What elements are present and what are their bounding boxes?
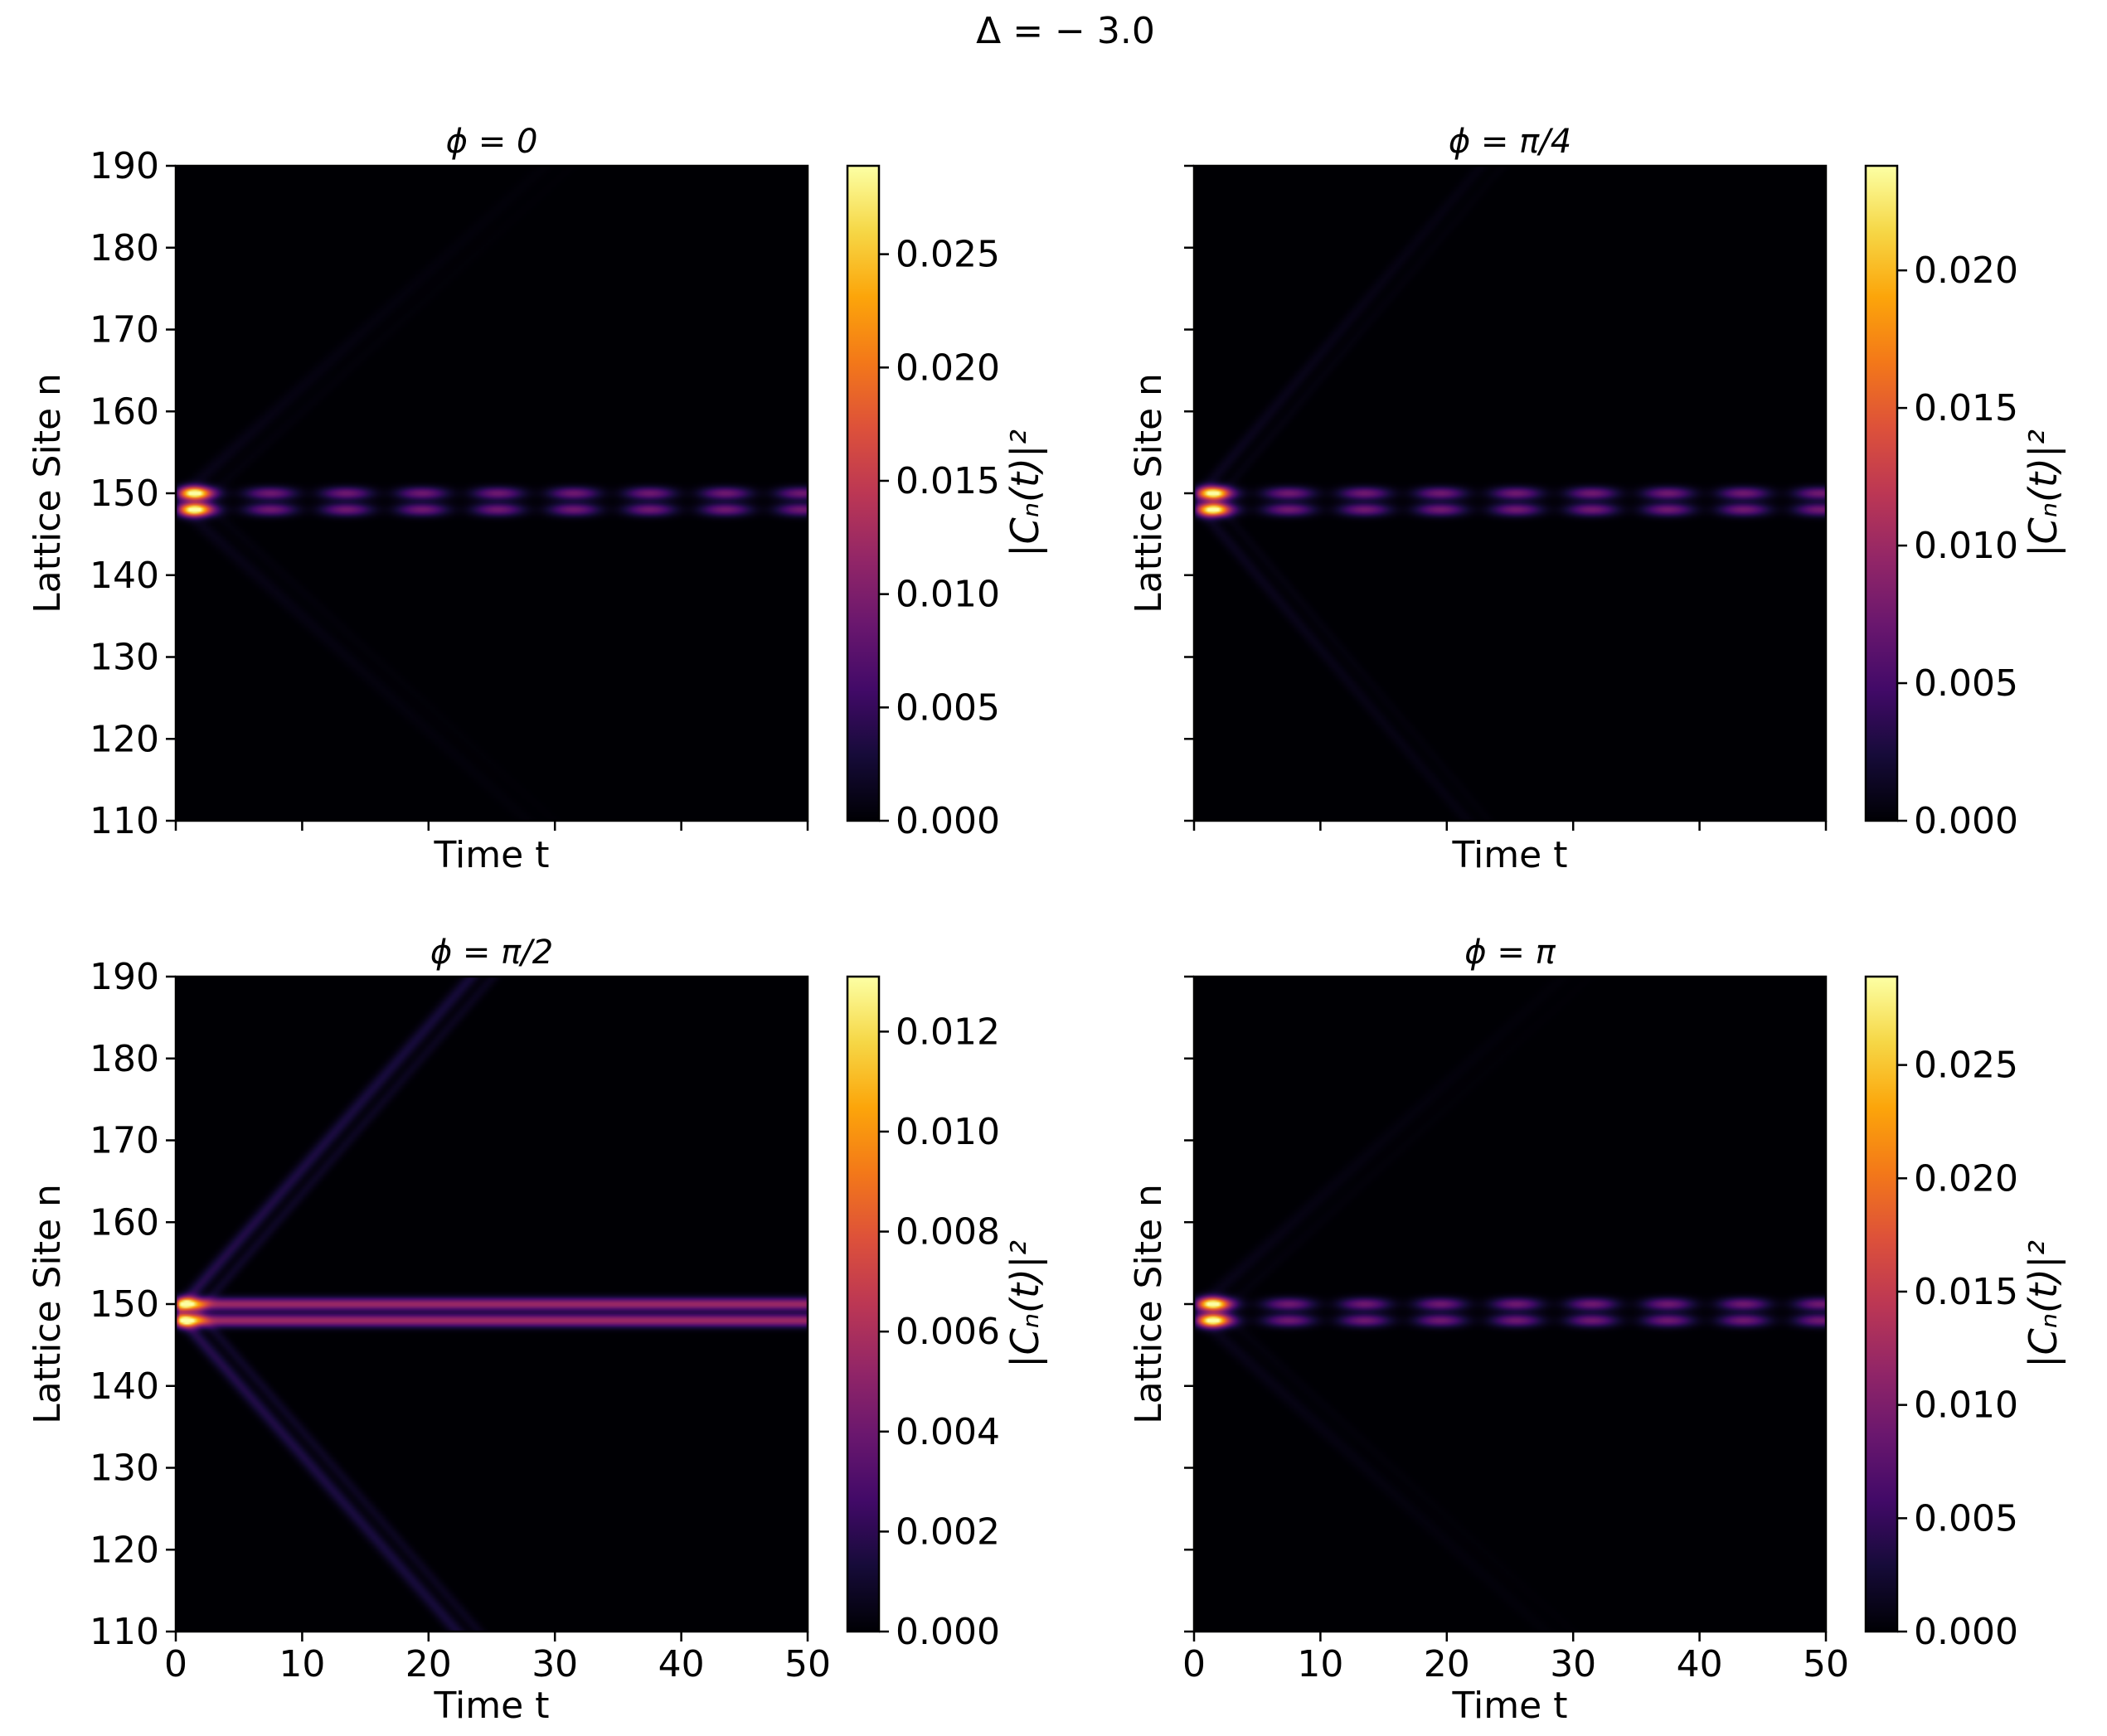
- x-tick-label: 20: [1424, 1643, 1470, 1685]
- colorbar-tick-label: 0.005: [1914, 1497, 2018, 1540]
- colorbar-tick-label: 0.012: [896, 1011, 1000, 1053]
- heatmap-image: [1194, 977, 1826, 1632]
- colorbar-label: |Cₙ(t)|²: [1003, 429, 1048, 557]
- colorbar-label: |Cₙ(t)|²: [2021, 1240, 2066, 1368]
- y-tick-label: 110: [90, 1611, 159, 1653]
- panel-title: ϕ = π/4: [1449, 123, 1571, 161]
- colorbar-tick-label: 0.000: [1914, 1611, 2018, 1653]
- colorbar: 0.000 0.005 0.010 0.015 0.020 0.025 |Cₙ(t)|²: [846, 164, 1048, 842]
- y-tick-label: 120: [90, 718, 159, 760]
- colorbar-tick-label: 0.010: [1914, 525, 2018, 567]
- x-axis-label: Time t: [434, 834, 550, 876]
- colorbar: 0.000 0.002 0.004 0.006 0.008 0.010 0.012 |Cₙ(t…: [846, 975, 1048, 1653]
- heatmap-panel-3: ϕ = π/2 0 10 20 30 40 50 Time t 110 120 130 140 150 1…: [27, 933, 1048, 1727]
- colorbar-tick-label: 0.010: [896, 574, 1000, 616]
- heatmap-image: [176, 166, 808, 821]
- y-tick-label: 110: [90, 800, 159, 842]
- x-tick-label: 30: [1550, 1643, 1596, 1685]
- x-tick-label: 0: [1182, 1643, 1206, 1685]
- colorbar-tick-label: 0.002: [896, 1511, 1000, 1553]
- y-tick-label: 120: [90, 1529, 159, 1571]
- colorbar: 0.000 0.005 0.010 0.015 0.020 |Cₙ(t)|²: [1864, 164, 2066, 842]
- colorbar-tick-label: 0.025: [1914, 1045, 2018, 1087]
- x-axis-label: Time t: [1452, 834, 1568, 876]
- y-tick-label: 180: [90, 227, 159, 269]
- y-axis-label: Lattice Site n: [1128, 1184, 1170, 1424]
- x-axis-label: Time t: [1452, 1685, 1568, 1727]
- heatmap-panel-4: ϕ = π 0 10 20 30 40 50 Time t Lattice Site n 0.00…: [1128, 933, 2066, 1727]
- heatmap-panel-1: ϕ = 0 Time t 110 120 130 140 150 160 170 180 190 La…: [27, 123, 1048, 876]
- y-tick-label: 150: [90, 473, 159, 515]
- y-tick-label: 190: [90, 145, 159, 187]
- colorbar-label: |Cₙ(t)|²: [1003, 1240, 1048, 1368]
- y-tick-label: 160: [90, 390, 159, 433]
- y-tick-label: 190: [90, 956, 159, 998]
- y-tick-label: 130: [90, 1447, 159, 1490]
- colorbar-tick-label: 0.000: [1914, 800, 2018, 842]
- colorbar-gradient: [1864, 975, 1899, 1633]
- x-tick-label: 10: [279, 1643, 325, 1685]
- y-tick-label: 160: [90, 1201, 159, 1244]
- y-axis-label: Lattice Site n: [27, 373, 69, 613]
- x-tick-label: 10: [1297, 1643, 1343, 1685]
- colorbar-tick-label: 0.005: [896, 686, 1000, 729]
- y-tick-label: 170: [90, 309, 159, 352]
- y-tick-label: 140: [90, 555, 159, 597]
- panel-title: ϕ = π/2: [430, 933, 553, 972]
- panels: ϕ = 0 Time t 110 120 130 140 150 160 170 180 190 La…: [27, 123, 2066, 1727]
- colorbar-tick-label: 0.015: [1914, 1271, 2018, 1313]
- colorbar-tick-label: 0.020: [1914, 250, 2018, 292]
- y-tick-label: 170: [90, 1120, 159, 1162]
- x-tick-label: 50: [1803, 1643, 1849, 1685]
- y-axis-label: Lattice Site n: [1128, 373, 1170, 613]
- colorbar-tick-label: 0.020: [1914, 1157, 2018, 1200]
- colorbar-tick-label: 0.020: [896, 347, 1000, 389]
- y-tick-label: 140: [90, 1365, 159, 1408]
- colorbar-tick-label: 0.015: [896, 460, 1000, 502]
- colorbar-tick-label: 0.000: [896, 1611, 1000, 1653]
- colorbar-tick-label: 0.010: [1914, 1384, 2018, 1427]
- x-tick-label: 30: [532, 1643, 578, 1685]
- x-axis-label: Time t: [434, 1685, 550, 1727]
- colorbar-label: |Cₙ(t)|²: [2021, 429, 2066, 557]
- colorbar-tick-label: 0.006: [896, 1311, 1000, 1353]
- colorbar-tick-label: 0.008: [896, 1211, 1000, 1254]
- colorbar-tick-label: 0.010: [896, 1111, 1000, 1153]
- x-tick-label: 40: [658, 1643, 705, 1685]
- x-tick-label: 40: [1677, 1643, 1723, 1685]
- x-tick-label: 0: [164, 1643, 187, 1685]
- x-tick-label: 50: [784, 1643, 831, 1685]
- y-tick-label: 180: [90, 1038, 159, 1080]
- colorbar-tick-label: 0.025: [896, 234, 1000, 276]
- y-tick-label: 150: [90, 1283, 159, 1326]
- colorbar-gradient: [846, 975, 881, 1633]
- y-tick-label: 130: [90, 637, 159, 679]
- heatmap-image: [176, 977, 808, 1632]
- colorbar-gradient: [1864, 164, 1899, 822]
- panel-title: ϕ = π: [1464, 933, 1556, 972]
- figure-suptitle: Δ = − 3.0: [976, 10, 1155, 52]
- colorbar-tick-label: 0.005: [1914, 662, 2018, 705]
- y-axis-label: Lattice Site n: [27, 1184, 69, 1424]
- colorbar-tick-label: 0.004: [896, 1411, 1000, 1453]
- colorbar: 0.000 0.005 0.010 0.015 0.020 0.025 |Cₙ(t)|²: [1864, 975, 2066, 1653]
- colorbar-tick-label: 0.000: [896, 800, 1000, 842]
- colorbar-tick-label: 0.015: [1914, 387, 2018, 429]
- heatmap-image: [1194, 166, 1826, 821]
- colorbar-gradient: [846, 164, 881, 822]
- panel-title: ϕ = 0: [446, 123, 538, 161]
- x-tick-label: 20: [405, 1643, 452, 1685]
